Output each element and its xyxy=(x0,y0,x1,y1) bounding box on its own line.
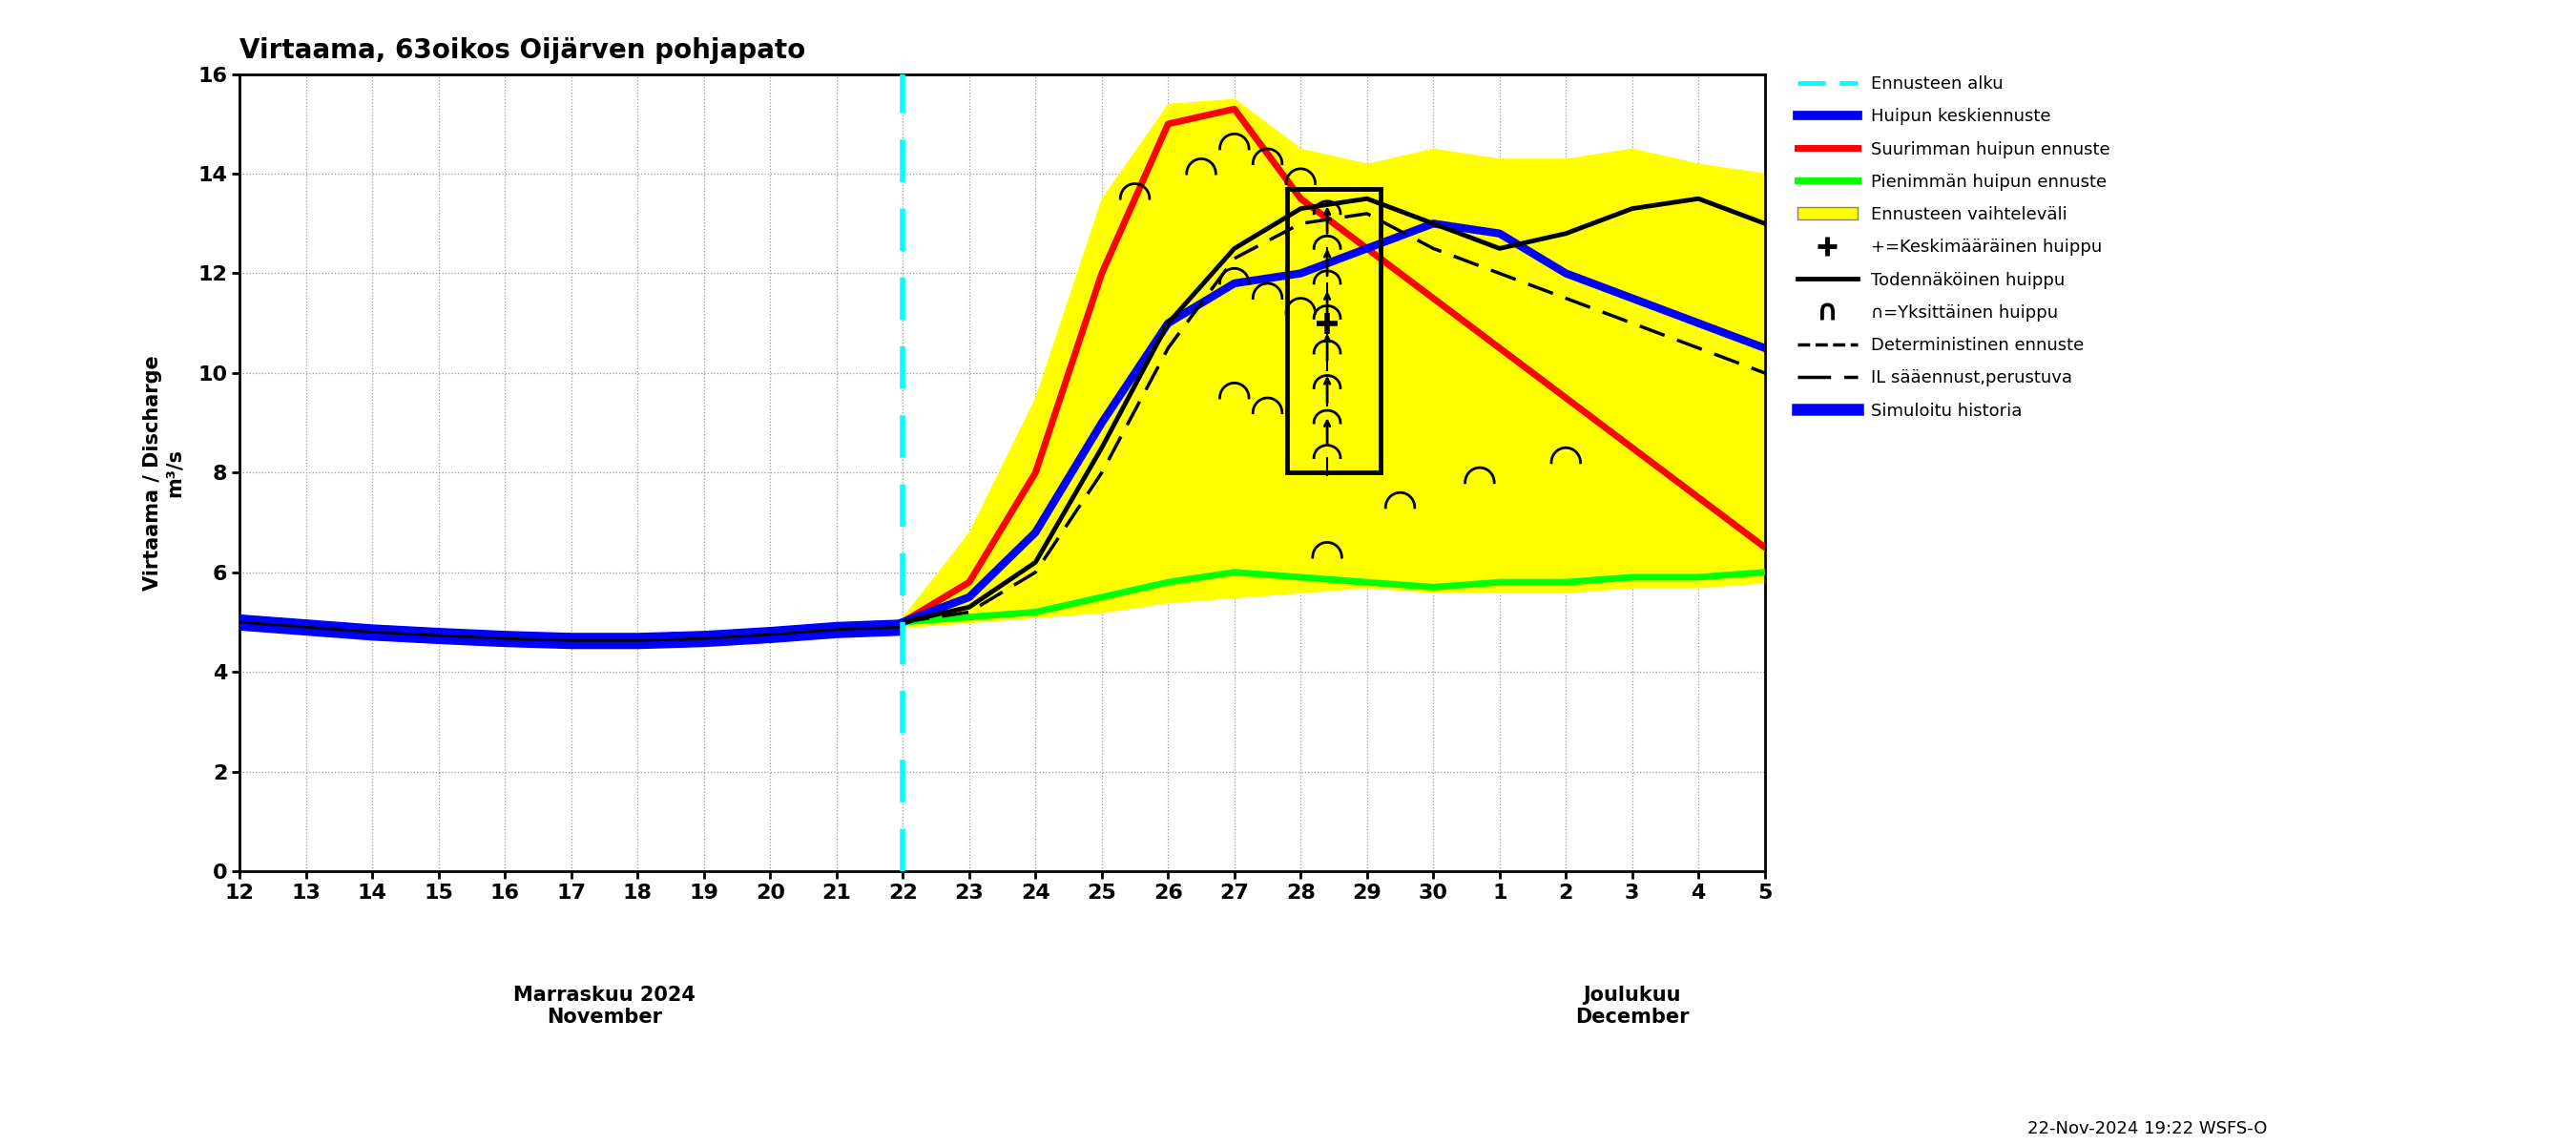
Text: Joulukuu
December: Joulukuu December xyxy=(1574,986,1690,1027)
Bar xyxy=(1288,189,1381,473)
Text: Virtaama, 63oikos Oijärven pohjapato: Virtaama, 63oikos Oijärven pohjapato xyxy=(240,37,806,64)
Y-axis label: Virtaama / Discharge
m³/s: Virtaama / Discharge m³/s xyxy=(144,355,185,591)
Text: 22-Nov-2024 19:22 WSFS-O: 22-Nov-2024 19:22 WSFS-O xyxy=(2027,1120,2267,1137)
Legend: Ennusteen alku, Huipun keskiennuste, Suurimman huipun ennuste, Pienimmän huipun : Ennusteen alku, Huipun keskiennuste, Suu… xyxy=(1788,66,2120,428)
Text: Marraskuu 2024
November: Marraskuu 2024 November xyxy=(513,986,696,1027)
